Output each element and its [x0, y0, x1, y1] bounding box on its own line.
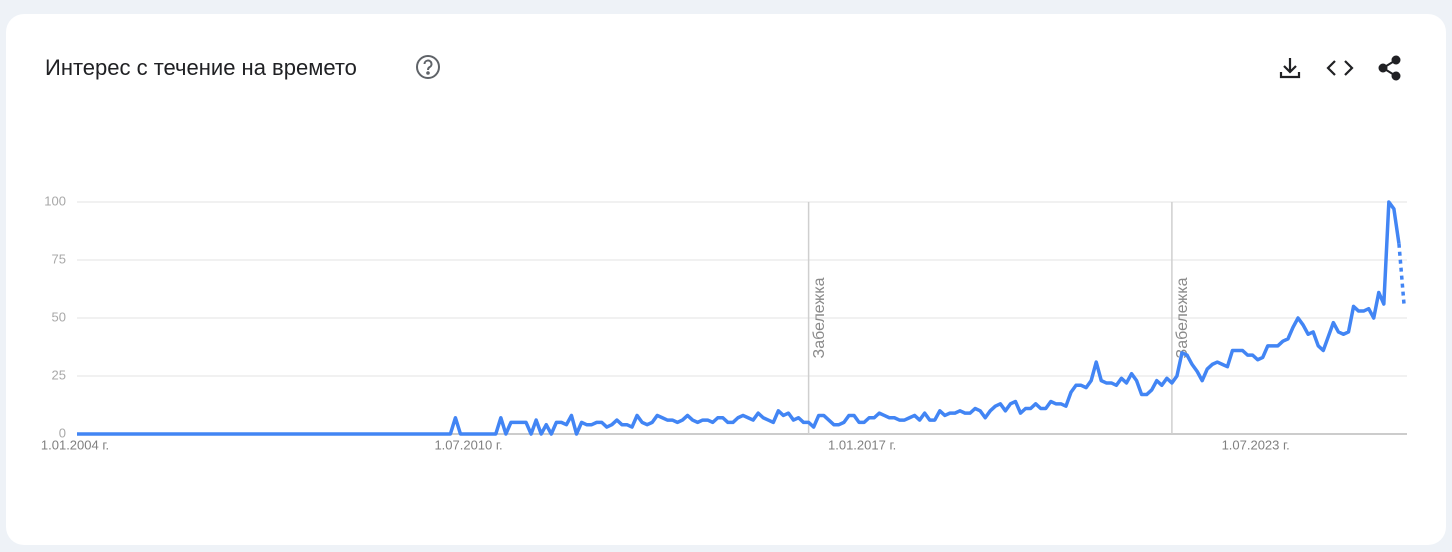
annotation-label: Забележка — [811, 277, 828, 358]
card — [6, 14, 1446, 545]
x-tick-label: 1.01.2004 г. — [41, 437, 109, 452]
partial-data-line — [1397, 243, 1406, 305]
trend-line — [77, 200, 1401, 436]
annotation-label: Забележка — [1174, 277, 1191, 358]
embed-icon[interactable] — [1326, 60, 1354, 76]
x-tick-label: 1.01.2017 г. — [828, 437, 896, 452]
y-tick-label: 25 — [52, 367, 66, 382]
help-icon[interactable] — [416, 55, 440, 79]
share-icon[interactable] — [1378, 55, 1401, 81]
y-tick-label: 75 — [52, 251, 66, 266]
x-tick-label: 1.07.2010 г. — [434, 437, 502, 452]
x-tick-label: 1.07.2023 г. — [1222, 437, 1290, 452]
download-icon[interactable] — [1279, 58, 1301, 79]
y-tick-label: 0 — [59, 425, 66, 440]
y-tick-label: 100 — [44, 193, 66, 208]
chart-title: Интерес с течение на времето — [45, 55, 357, 80]
y-tick-label: 50 — [52, 309, 66, 324]
